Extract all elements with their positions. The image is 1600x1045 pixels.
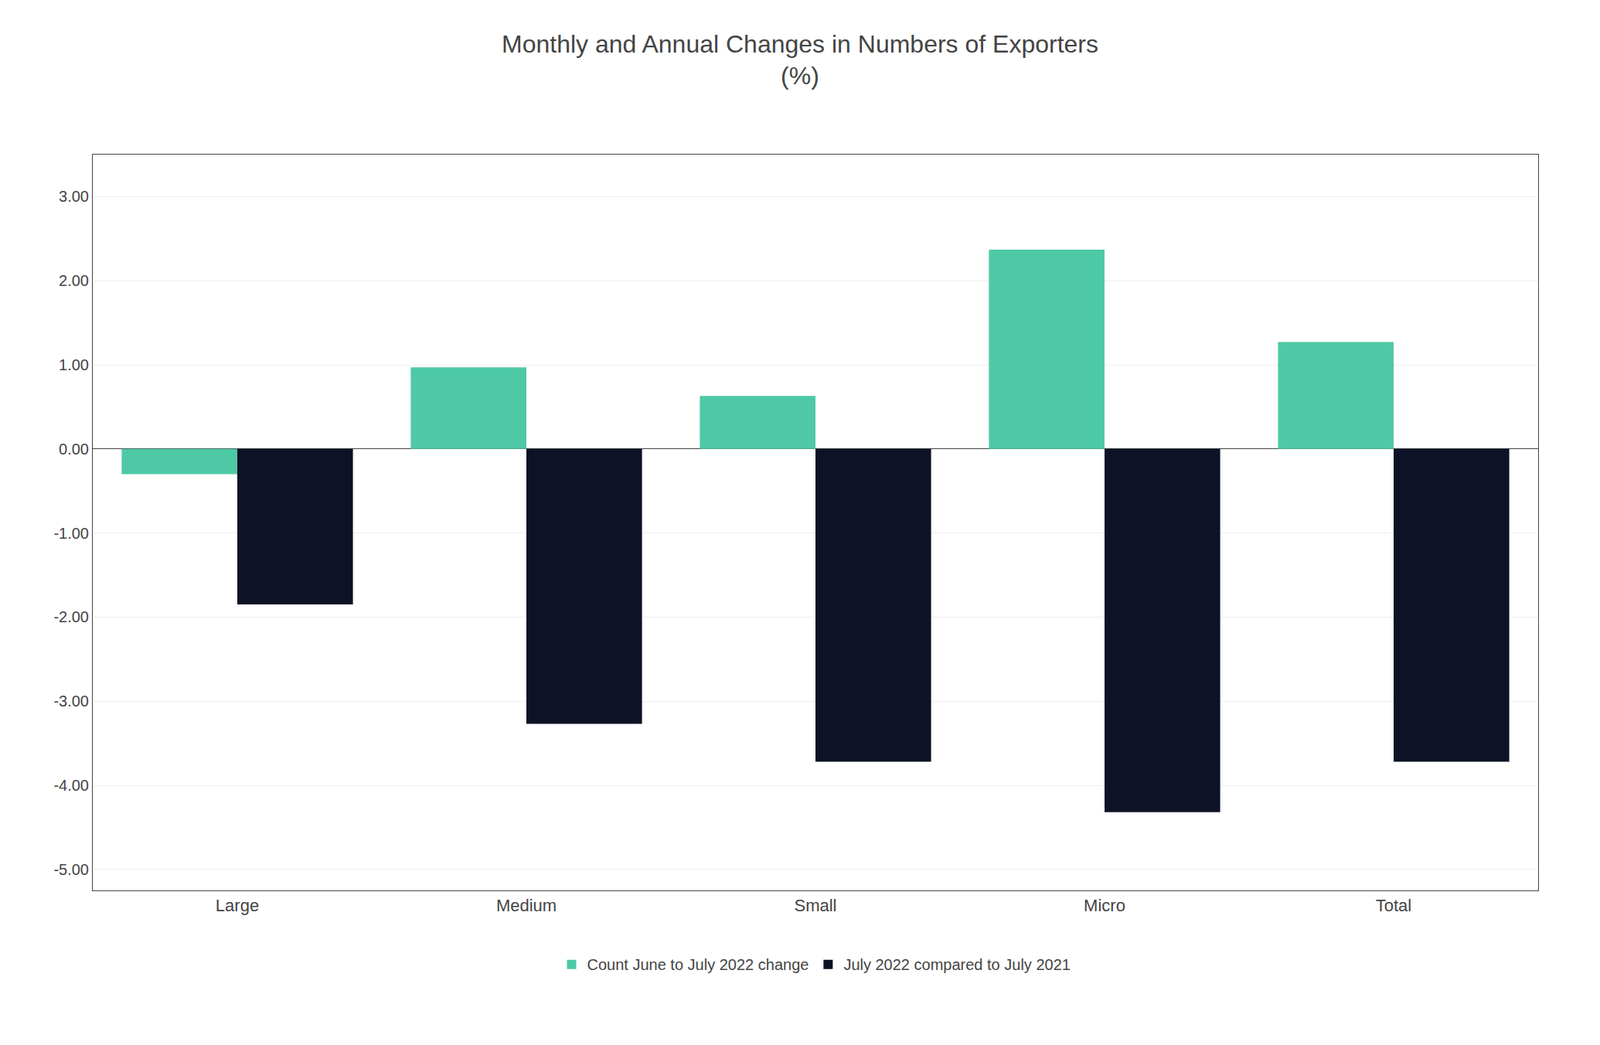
- svg-text:-5.00: -5.00: [53, 861, 89, 879]
- svg-text:July 2022 compared to July 202: July 2022 compared to July 2021: [843, 956, 1071, 974]
- svg-text:-4.00: -4.00: [53, 776, 89, 794]
- svg-text:-1.00: -1.00: [53, 524, 89, 542]
- svg-text:Total: Total: [1375, 895, 1412, 916]
- svg-text:Small: Small: [793, 895, 837, 916]
- svg-text:Count June to July 2022 change: Count June to July 2022 change: [587, 956, 810, 974]
- svg-text:2.00: 2.00: [58, 272, 89, 290]
- svg-text:Medium: Medium: [496, 895, 557, 916]
- svg-text:0.00: 0.00: [58, 440, 89, 458]
- svg-text:-2.00: -2.00: [53, 608, 89, 626]
- svg-text:Micro: Micro: [1083, 895, 1126, 916]
- svg-text:3.00: 3.00: [58, 187, 89, 205]
- svg-text:-3.00: -3.00: [53, 692, 89, 710]
- svg-text:Monthly and Annual Changes in: Monthly and Annual Changes in Numbers of…: [501, 30, 1099, 91]
- svg-text:Large: Large: [215, 895, 259, 916]
- svg-text:1.00: 1.00: [58, 356, 89, 374]
